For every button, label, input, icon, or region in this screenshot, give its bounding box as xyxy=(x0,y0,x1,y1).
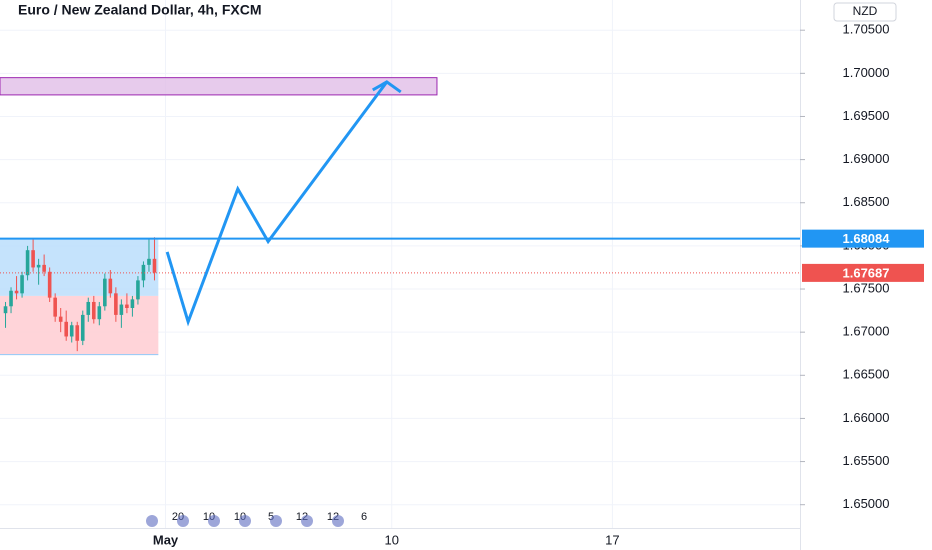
y-tick-label: 1.69000 xyxy=(843,151,890,166)
position-loss xyxy=(0,295,159,355)
event-icon xyxy=(208,515,220,527)
x-tick-label: 10 xyxy=(384,532,398,547)
candle-body xyxy=(58,316,63,322)
y-tick-label: 1.66000 xyxy=(843,410,890,425)
price-label: 1.68084 xyxy=(843,231,891,246)
event-label: 6 xyxy=(361,511,367,523)
candle-body xyxy=(119,304,124,315)
price-label: 1.67687 xyxy=(843,265,890,280)
candle-body xyxy=(97,306,102,320)
candle-body xyxy=(108,278,113,294)
x-tick-label: May xyxy=(153,532,179,547)
chart-title: Euro / New Zealand Dollar, 4h, FXCM xyxy=(18,2,262,18)
y-tick-label: 1.67500 xyxy=(843,280,890,295)
candle-body xyxy=(152,258,157,273)
y-tick-label: 1.65000 xyxy=(843,496,890,511)
currency-label: NZD xyxy=(853,4,878,18)
x-tick-label: 17 xyxy=(605,532,619,547)
candle-body xyxy=(141,264,146,281)
candle-body xyxy=(136,280,140,300)
y-tick-label: 1.66500 xyxy=(843,367,890,382)
candle-body xyxy=(69,325,74,337)
candle-body xyxy=(114,293,118,315)
projection-arrowhead xyxy=(372,80,402,94)
candle-body xyxy=(3,306,8,314)
candle-body xyxy=(20,275,24,294)
candle-body xyxy=(31,250,35,268)
candle-body xyxy=(80,314,85,341)
candle-body xyxy=(25,250,30,276)
y-tick-label: 1.68500 xyxy=(843,194,890,209)
y-tick-label: 1.70500 xyxy=(843,22,890,37)
projection-path xyxy=(165,81,388,327)
candle-body xyxy=(14,290,19,294)
candle-body xyxy=(130,299,135,308)
zone xyxy=(0,77,438,96)
candle-body xyxy=(91,301,96,320)
candle-body xyxy=(64,321,69,337)
candle-body xyxy=(86,301,91,315)
candle-body xyxy=(36,264,41,268)
candle-body xyxy=(47,271,52,298)
candle-body xyxy=(9,290,13,307)
y-tick-label: 1.69500 xyxy=(843,108,890,123)
event-label: 5 xyxy=(268,511,274,523)
candle-body xyxy=(147,258,151,265)
currency-box[interactable] xyxy=(833,2,897,22)
candle-body xyxy=(103,278,107,307)
price-label-box xyxy=(802,229,924,248)
candle-body xyxy=(53,297,57,317)
event-icon xyxy=(177,515,189,527)
candle-body xyxy=(75,325,80,341)
event-icon xyxy=(332,515,344,527)
event-icon xyxy=(301,515,313,527)
candle-body xyxy=(42,264,46,272)
event-icon xyxy=(146,515,158,527)
event-icon xyxy=(239,515,251,527)
y-tick-label: 1.70000 xyxy=(843,65,890,80)
event-icon xyxy=(270,515,282,527)
y-tick-label: 1.65500 xyxy=(843,453,890,468)
price-label-box xyxy=(802,263,924,282)
y-tick-label: 1.67000 xyxy=(843,324,890,339)
candle-body xyxy=(125,304,129,308)
